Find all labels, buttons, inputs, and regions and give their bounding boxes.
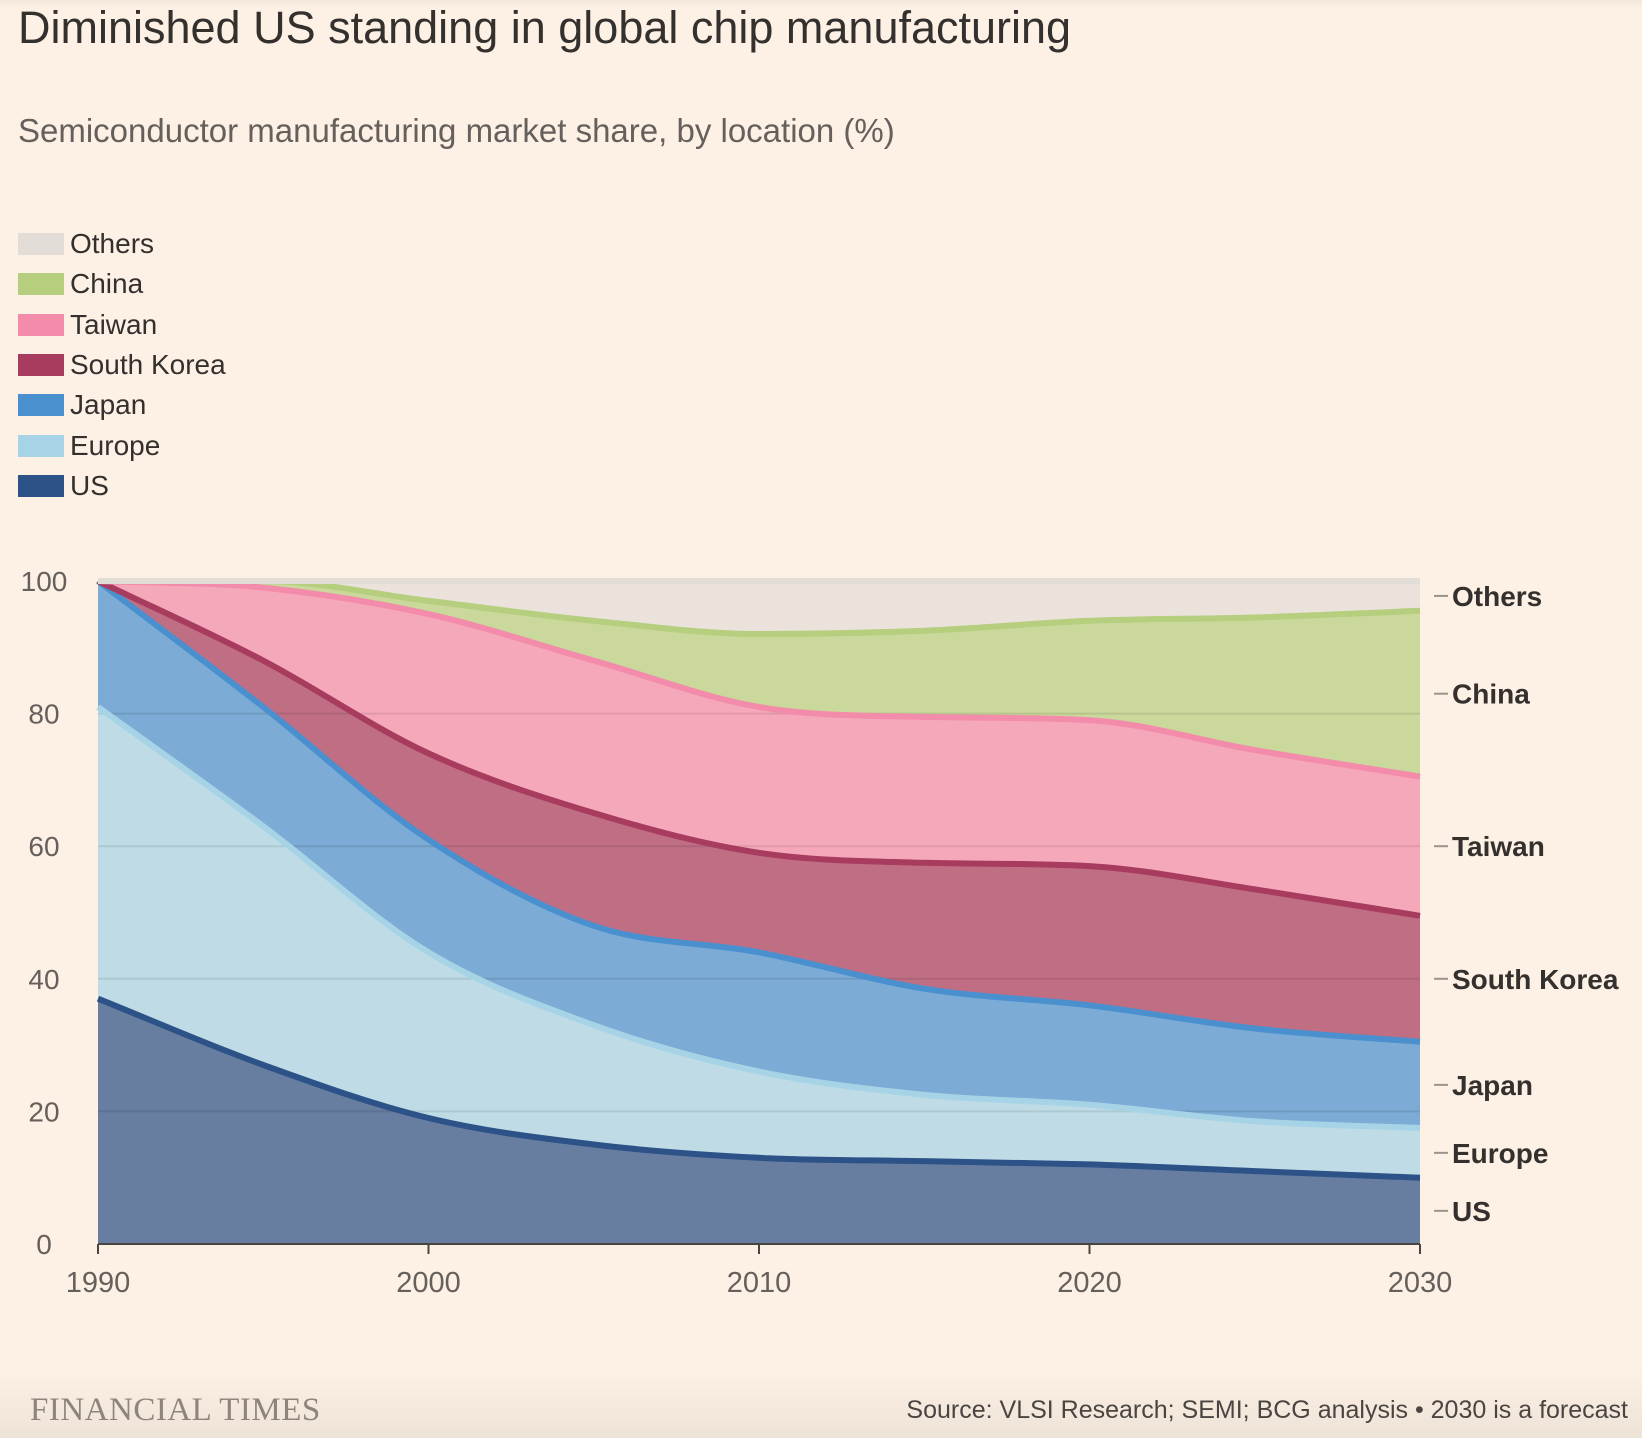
legend-item-south-korea: South Korea <box>18 345 226 385</box>
legend-label-europe: Europe <box>70 429 161 461</box>
legend-label-others: Others <box>70 228 155 260</box>
area-japan <box>98 581 1420 1128</box>
legend-swatch-others <box>18 233 64 256</box>
area-europe <box>98 707 1420 1178</box>
x-tick-label-2030: 2030 <box>1388 1267 1453 1299</box>
legend-item-europe: Europe <box>18 425 226 465</box>
legend-item-us: US <box>18 466 226 506</box>
legend-swatch-japan <box>18 394 64 417</box>
legend-item-others: Others <box>18 224 226 264</box>
line-taiwan <box>97 578 1421 780</box>
end-label-us: US <box>1452 1196 1491 1227</box>
y-tick-label-100: 100 <box>21 566 68 597</box>
legend-swatch-south-korea <box>18 354 64 377</box>
legend-swatch-europe <box>18 434 64 457</box>
top-shade <box>0 0 1642 10</box>
legend-label-us: US <box>70 469 109 501</box>
area-china <box>98 581 1420 777</box>
y-tick-label-20: 20 <box>28 1096 59 1127</box>
y-tick-label-0: 0 <box>36 1229 52 1260</box>
legend-item-china: China <box>18 264 226 304</box>
end-label-japan: Japan <box>1452 1070 1533 1101</box>
legend-label-south-korea: South Korea <box>70 349 226 381</box>
x-tick-label-1990: 1990 <box>66 1267 131 1299</box>
y-tick-label-40: 40 <box>28 964 59 995</box>
legend-label-china: China <box>70 268 144 300</box>
line-china <box>98 577 1421 637</box>
end-label-europe: Europe <box>1452 1138 1548 1169</box>
end-label-china: China <box>1452 679 1530 710</box>
x-tick-label-2020: 2020 <box>1057 1267 1122 1299</box>
legend-label-japan: Japan <box>70 389 147 421</box>
line-south-korea <box>96 578 1421 919</box>
legend-label-taiwan: Taiwan <box>70 308 158 340</box>
line-us <box>96 995 1421 1181</box>
x-tick-label-2010: 2010 <box>727 1267 792 1299</box>
chart-legend: Others China Taiwan South Korea Japan Eu… <box>18 224 226 506</box>
legend-item-taiwan: Taiwan <box>18 305 226 345</box>
bottom-shade <box>0 1368 1642 1438</box>
y-tick-label-60: 60 <box>28 831 59 862</box>
stacked-area-chart: 0 20 40 60 80 100 1990 2000 2010 2020 2030 Others Ch… <box>21 566 1619 1299</box>
area-us <box>98 998 1420 1244</box>
legend-swatch-us <box>18 474 64 497</box>
legend-swatch-taiwan <box>18 313 64 336</box>
end-label-taiwan: Taiwan <box>1452 831 1545 862</box>
end-label-south-korea: South Korea <box>1452 964 1619 995</box>
line-japan <box>96 578 1421 1045</box>
legend-item-japan: Japan <box>18 385 226 425</box>
line-europe <box>96 704 1421 1131</box>
source-note: Source: VLSI Research; SEMI; BCG analysi… <box>906 1396 1628 1424</box>
ft-brand-logo: FINANCIAL TIMES <box>30 1392 321 1428</box>
area-taiwan <box>98 581 1420 916</box>
area-south-korea <box>98 581 1420 1042</box>
chart-subtitle: Semiconductor manufacturing market share… <box>18 112 895 149</box>
end-label-others: Others <box>1452 581 1542 612</box>
y-tick-label-80: 80 <box>28 699 59 730</box>
legend-swatch-china <box>18 273 64 296</box>
chart-title: Diminished US standing in global chip ma… <box>18 2 1072 53</box>
x-tick-label-2000: 2000 <box>396 1267 461 1299</box>
